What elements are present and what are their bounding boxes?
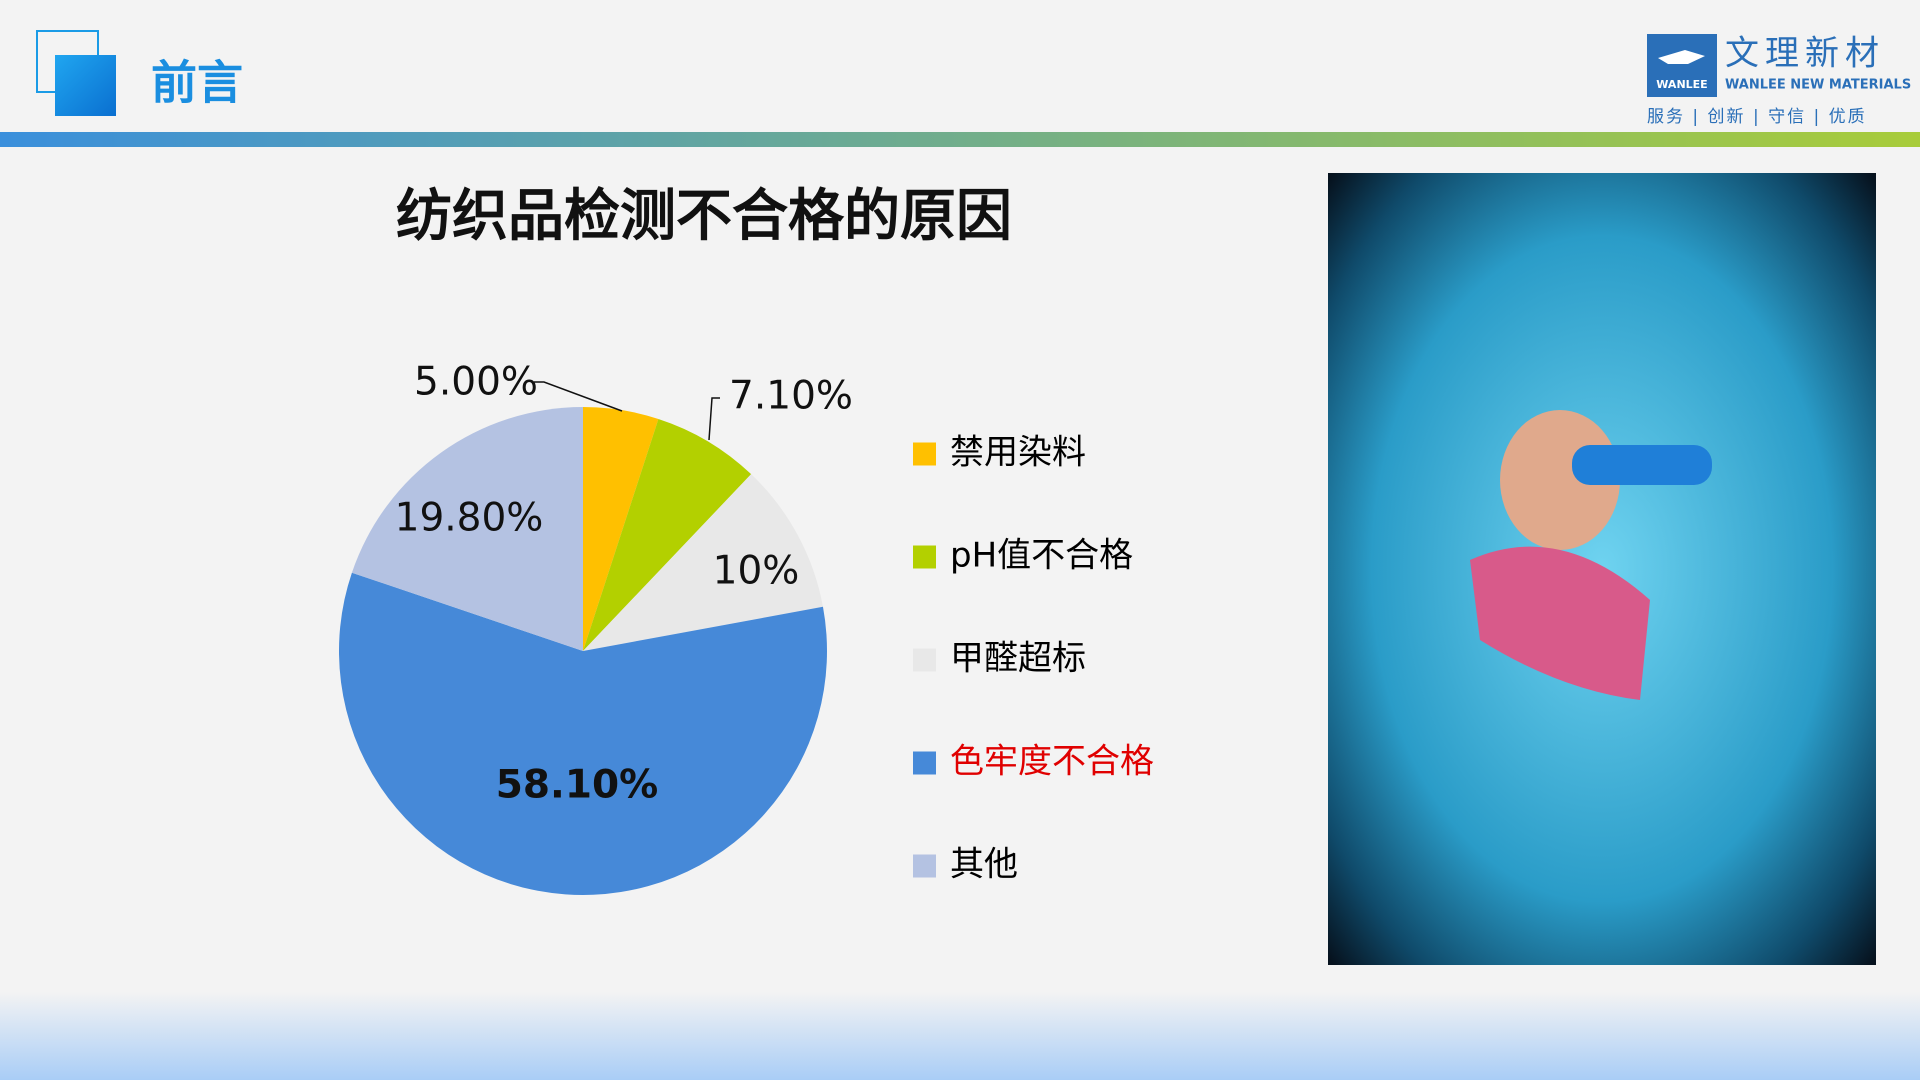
legend-label: pH值不合格 — [950, 536, 1133, 576]
legend-label: 色牢度不合格 — [950, 742, 1154, 782]
legend-swatch — [913, 545, 936, 569]
legend-swatch — [913, 751, 936, 775]
pie-slice — [351, 407, 583, 651]
data-label: 19.80% — [395, 496, 544, 541]
chart-title: 纺织品检测不合格的原因 — [396, 184, 1012, 249]
leader-line — [708, 397, 720, 441]
photo-swimsuit — [1470, 546, 1650, 700]
legend-swatch — [913, 648, 936, 672]
logo-badge — [1647, 34, 1717, 97]
logo-badge-text: WANLEE — [1656, 78, 1707, 91]
legend-label: 其他 — [950, 845, 1018, 885]
header-icon — [55, 55, 116, 116]
logo-slogan: 服务 | 创新 | 守信 | 优质 — [1647, 107, 1867, 127]
data-label: 7.10% — [729, 374, 853, 419]
header-bar — [0, 132, 1920, 147]
logo-english: WANLEE NEW MATERIALS — [1725, 78, 1911, 93]
pie-slice — [583, 407, 659, 651]
pie-chart: 5.00% 7.10% 10% 58.10% 19.80% 禁用染料 pH值不合格甲醛超标色… — [338, 360, 1154, 895]
logo-mark — [1658, 50, 1705, 64]
logo-name: 文理新材 — [1725, 34, 1885, 74]
pie-slice — [583, 474, 823, 651]
legend-swatch — [913, 442, 936, 466]
legend-label: 禁用染料 — [950, 433, 1086, 473]
header-title: 前言 — [151, 56, 243, 110]
footer-band — [0, 992, 1920, 1080]
leader-line — [534, 381, 623, 412]
pie-slice — [583, 418, 752, 651]
photo-goggles — [1572, 445, 1712, 485]
legend-swatch — [913, 854, 936, 878]
legend-label: 甲醛超标 — [950, 639, 1086, 679]
data-label: 5.00% — [414, 360, 538, 405]
data-label: 10% — [713, 549, 800, 594]
data-label: 58.10% — [496, 763, 658, 808]
pie-slice — [338, 572, 827, 895]
